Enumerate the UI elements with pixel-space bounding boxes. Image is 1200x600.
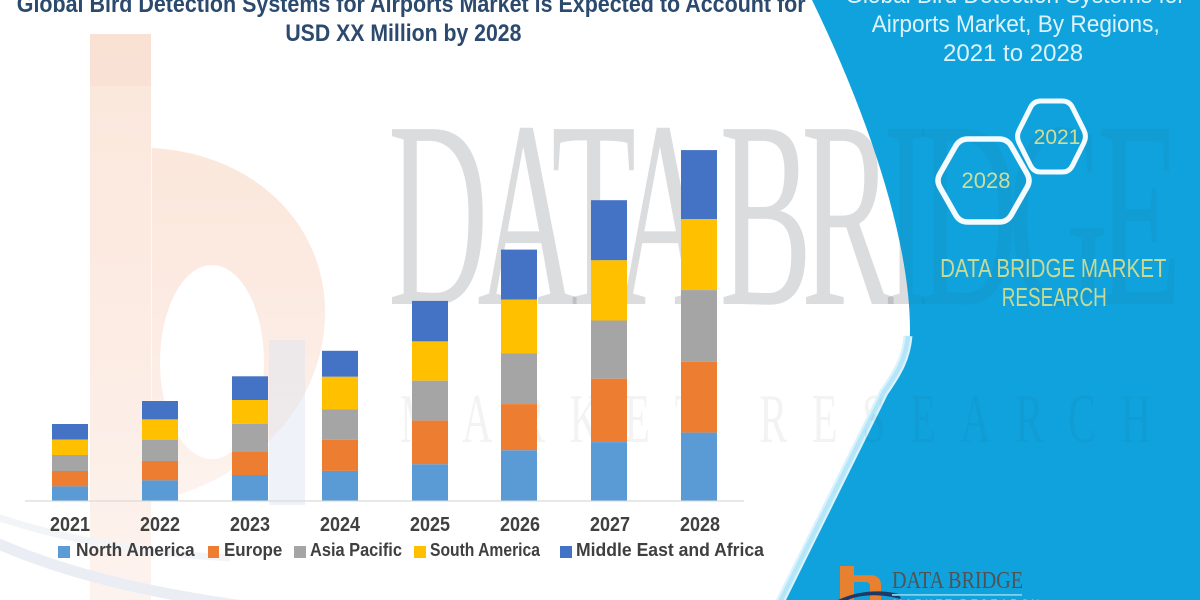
svg-text:2021: 2021 <box>1034 126 1081 149</box>
svg-text:MARKET RESEARCH: MARKET RESEARCH <box>893 598 1042 600</box>
svg-text:2028: 2028 <box>962 168 1011 193</box>
svg-text:DATA BRIDGE: DATA BRIDGE <box>892 566 1023 593</box>
